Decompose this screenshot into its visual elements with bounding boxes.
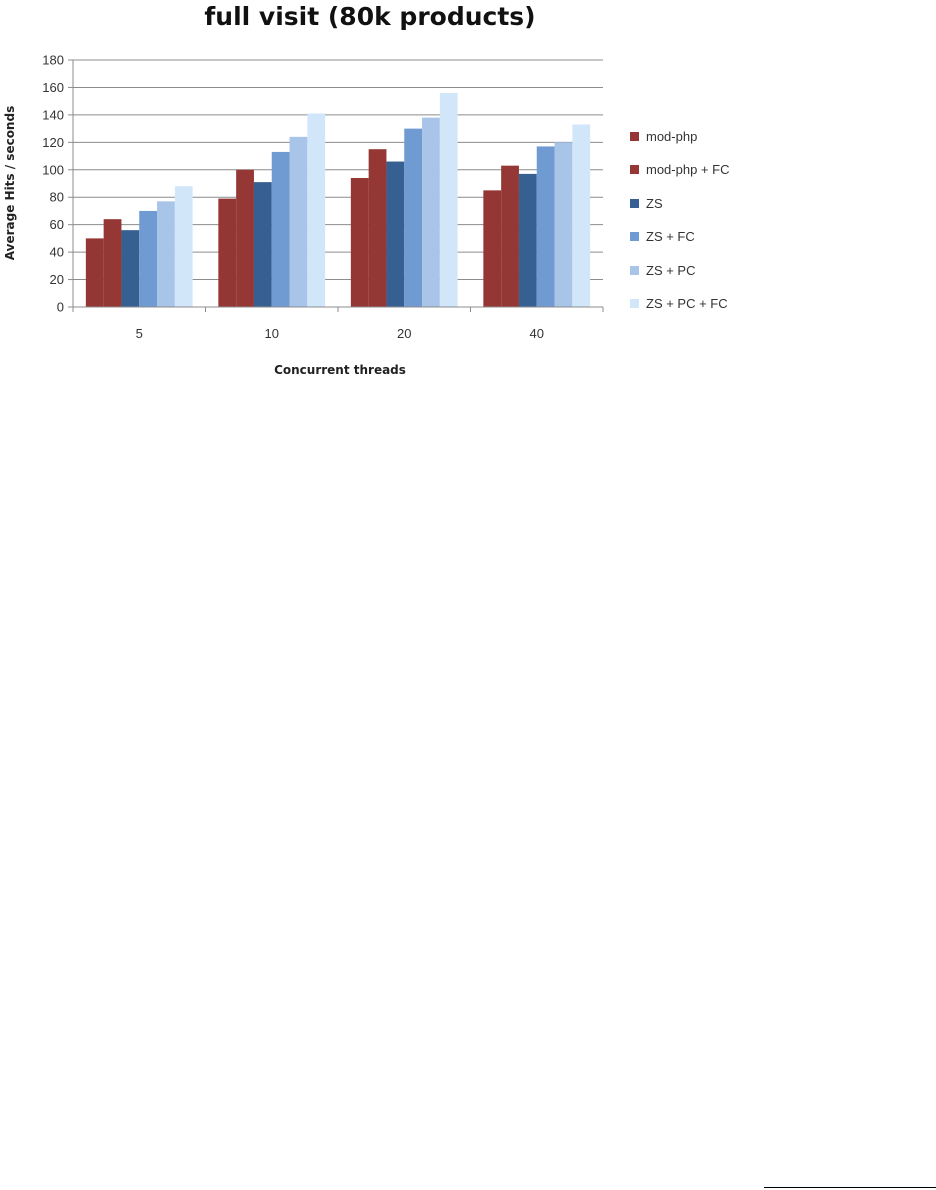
legend-swatch [630, 131, 639, 141]
bar [536, 146, 555, 307]
bar [422, 117, 440, 307]
legend-label: ZS + FC [646, 229, 695, 245]
y-tick-label: 180 [42, 53, 64, 68]
legend-item: ZS + FC [630, 227, 790, 247]
y-tick-label: 80 [50, 190, 64, 205]
bar [404, 128, 423, 307]
bar [236, 169, 254, 307]
y-tick-label: 0 [57, 300, 64, 315]
bar [121, 230, 140, 307]
bar [157, 201, 175, 307]
legend-item: ZS + PC [630, 260, 790, 280]
bar [368, 149, 387, 307]
legend-item: mod-php + FC [630, 160, 790, 180]
chart-title: full visit (80k products) [204, 2, 536, 31]
y-tick-label: 40 [50, 245, 64, 260]
legend-swatch [630, 265, 639, 275]
bar [103, 219, 122, 307]
bar [518, 173, 537, 307]
bars [85, 92, 591, 308]
legend-swatch [630, 299, 639, 309]
bar [439, 92, 458, 307]
legend-label: ZS [646, 195, 663, 211]
legend-label: ZS + PC + FC [646, 296, 728, 312]
bar [483, 190, 502, 307]
legend-swatch [630, 165, 639, 175]
bar [139, 210, 158, 307]
bar-chart: 0 20 40 60 80 100 120 140 160 180 5 10 20 40 Concurre… [3, 53, 604, 377]
legend-item: mod-php [630, 126, 790, 146]
legend-item: ZS + PC + FC [630, 294, 790, 314]
footer-rule [764, 1187, 936, 1188]
legend-label: ZS + PC [646, 262, 696, 278]
legend-swatch [630, 198, 639, 208]
y-tick-label: 140 [42, 107, 64, 122]
y-tick-label: 120 [42, 135, 64, 150]
bar [350, 178, 369, 307]
bar [271, 151, 290, 307]
legend: mod-php mod-php + FC ZS ZS + FC ZS + PC ZS + … [630, 126, 790, 328]
x-tick-label: 20 [397, 326, 411, 341]
y-tick-label: 160 [42, 80, 64, 95]
y-tick-label: 60 [50, 217, 64, 232]
x-tick-label: 10 [265, 326, 279, 341]
bar [289, 136, 308, 307]
bar [554, 142, 573, 307]
legend-swatch [630, 232, 639, 242]
bar [174, 186, 193, 307]
bar [253, 182, 272, 307]
legend-item: ZS [630, 193, 790, 213]
x-tick-label: 40 [530, 326, 544, 341]
legend-label: mod-php + FC [646, 162, 730, 178]
legend-label: mod-php [646, 128, 698, 144]
bar [218, 198, 237, 307]
bar [572, 124, 591, 307]
bar [307, 113, 326, 308]
bar [501, 165, 519, 307]
y-tick-label: 100 [42, 162, 64, 177]
bar [386, 161, 405, 307]
bar [85, 238, 104, 307]
x-tick-label: 5 [136, 326, 143, 341]
x-axis-title: Concurrent threads [274, 363, 406, 377]
y-tick-label: 20 [50, 272, 64, 287]
y-axis-title: Average Hits / seconds [3, 106, 17, 260]
axes: 0 20 40 60 80 100 120 140 160 180 5 10 20 40 [42, 53, 604, 341]
